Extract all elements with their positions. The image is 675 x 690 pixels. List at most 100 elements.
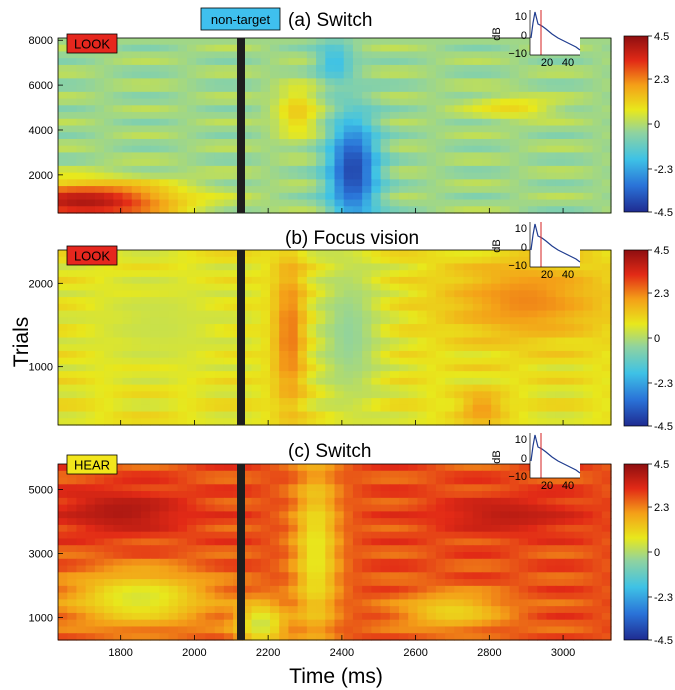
heatmap-cell [352, 64, 363, 73]
heatmap-cell [177, 411, 188, 419]
heatmap-cell [223, 283, 234, 291]
heatmap-cell [371, 626, 382, 634]
heatmap-cell [500, 132, 511, 140]
heatmap-cell [343, 256, 354, 265]
heatmap-cell [583, 572, 594, 580]
heatmap-cell [67, 297, 78, 305]
heatmap-cell [223, 357, 234, 366]
heatmap-cell [380, 337, 391, 345]
heatmap-cell [196, 404, 207, 413]
heatmap-cell [131, 192, 142, 201]
heatmap-cell [242, 71, 253, 79]
heatmap-cell [352, 633, 363, 641]
heatmap-cell [555, 179, 566, 187]
heatmap-cell [205, 504, 216, 512]
heatmap-cell [380, 186, 391, 194]
heatmap-cell [574, 592, 584, 600]
heatmap-cell [316, 511, 326, 519]
heatmap-cell [362, 132, 372, 140]
heatmap-cell [279, 145, 290, 154]
heatmap-cell [297, 337, 308, 345]
heatmap-cell [76, 357, 87, 366]
heatmap-cell [325, 477, 336, 485]
heatmap-cell [122, 138, 133, 147]
heatmap-cell [279, 633, 290, 641]
heatmap-cell [399, 404, 409, 413]
heatmap-cell [343, 303, 354, 312]
heatmap-cell [177, 404, 188, 413]
inset-y-tick-label: 0 [521, 242, 527, 254]
heatmap-cell [269, 477, 280, 485]
heatmap-cell [131, 418, 142, 426]
heatmap-cell [214, 337, 225, 345]
heatmap-cell [242, 404, 253, 413]
heatmap-cell [187, 518, 197, 526]
heatmap-cell [408, 524, 419, 533]
heatmap-cell [297, 572, 308, 580]
heatmap-cell [316, 599, 326, 607]
heatmap-cell [306, 317, 317, 325]
heatmap-cell [399, 105, 409, 113]
heatmap-cell [408, 118, 419, 127]
heatmap-cell [150, 297, 160, 305]
heatmap-cell [592, 572, 603, 580]
heatmap-cell [389, 524, 400, 533]
heatmap-cell [362, 619, 372, 628]
heatmap-cell [316, 165, 326, 174]
heatmap-cell [463, 612, 474, 621]
heatmap-cell [445, 364, 455, 372]
heatmap-cell [454, 619, 465, 628]
heatmap-cell [574, 270, 584, 278]
heatmap-cell [380, 172, 391, 180]
heatmap-cell [334, 357, 345, 366]
colorbar-tick-label: -2.3 [654, 164, 673, 176]
heatmap-cell [131, 364, 142, 372]
heatmap-cell [500, 364, 511, 372]
heatmap-cell [223, 619, 234, 628]
heatmap-cell [481, 138, 492, 147]
heatmap-cell [177, 125, 188, 133]
heatmap-cell [352, 606, 363, 614]
heatmap-cell [463, 606, 474, 614]
heatmap-cell [546, 132, 557, 140]
heatmap-cell [260, 303, 271, 312]
heatmap-cell [131, 391, 142, 399]
heatmap-cell [537, 276, 548, 285]
heatmap-cell [500, 552, 511, 560]
heatmap-cell [362, 297, 372, 305]
heatmap-cell [546, 599, 557, 607]
heatmap-cell [380, 585, 391, 594]
heatmap-cell [500, 192, 511, 201]
heatmap-cell [371, 612, 382, 621]
heatmap-cell [435, 470, 446, 479]
heatmap-cell [463, 411, 474, 419]
heatmap-cell [325, 585, 336, 594]
heatmap-cell [408, 337, 419, 345]
heatmap-cell [491, 38, 501, 46]
heatmap-cell [463, 585, 474, 594]
heatmap-cell [371, 350, 382, 359]
heatmap-cell [177, 270, 188, 278]
heatmap-cell [491, 51, 501, 59]
heatmap-cell [454, 330, 465, 339]
heatmap-cell [491, 118, 501, 127]
heatmap-cell [574, 391, 584, 399]
heatmap-cell [362, 579, 372, 587]
heatmap-cell [343, 524, 354, 533]
heatmap-cell [435, 330, 446, 339]
heatmap-cell [592, 599, 603, 607]
heatmap-cell [94, 391, 105, 399]
heatmap-cell [279, 256, 290, 265]
heatmap-cell [76, 344, 87, 352]
heatmap-cell [131, 545, 142, 553]
heatmap-cell [334, 404, 345, 413]
heatmap-cell [445, 377, 455, 386]
heatmap-cell [528, 344, 538, 352]
heatmap-cell [196, 411, 207, 419]
heatmap-cell [435, 572, 446, 580]
heatmap-cell [481, 44, 492, 53]
heatmap-cell [528, 125, 538, 133]
heatmap-cell [343, 344, 354, 352]
heatmap-cell [445, 85, 455, 93]
heatmap-cell [583, 317, 594, 325]
